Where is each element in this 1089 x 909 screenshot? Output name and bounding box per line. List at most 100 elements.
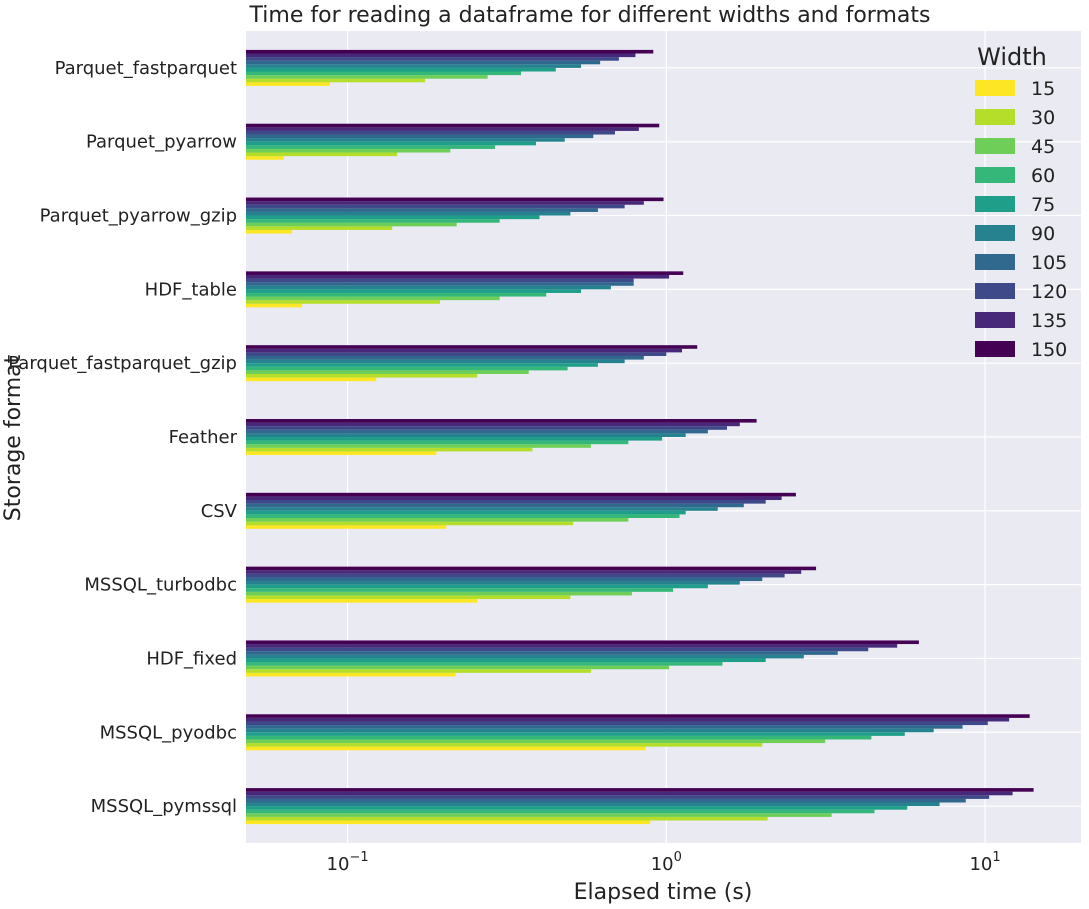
y-tick-label: Parquet_pyarrow_gzip: [40, 206, 237, 227]
bar-Parquet_pyarrow-60: [246, 145, 495, 149]
bar-Parquet_fastparquet_gzip-120: [246, 352, 667, 356]
bar-MSSQL_pyodbc-120: [246, 721, 988, 726]
bar-Parquet_fastparquet-75: [246, 67, 556, 72]
bar-HDF_fixed-30: [246, 669, 591, 673]
bar-HDF_table-60: [246, 292, 547, 297]
bar-CSV-45: [246, 518, 629, 522]
bar-MSSQL_pyodbc-135: [246, 717, 1010, 722]
bar-MSSQL_turbodbc-30: [246, 595, 571, 600]
bar-HDF_table-105: [246, 282, 634, 286]
bar-Parquet_pyarrow_gzip-150: [246, 197, 664, 202]
bar-Parquet_pyarrow-45: [246, 148, 451, 153]
legend-label: 90: [1031, 223, 1055, 245]
bar-MSSQL_pymssql-30: [246, 816, 768, 821]
bar-Feather-105: [246, 429, 708, 434]
bar-MSSQL_pyodbc-75: [246, 732, 905, 736]
y-tick-label: Parquet_fastparquet_gzip: [8, 353, 237, 374]
bar-MSSQL_pymssql-135: [246, 791, 1013, 796]
bar-CSV-60: [246, 514, 680, 519]
x-tick-label: 101: [969, 850, 1000, 875]
bar-Parquet_pyarrow_gzip-105: [246, 208, 598, 212]
legend-title: Width: [977, 43, 1047, 71]
legend: Width 15 30 45 60 75 90 105 120 135 150: [975, 43, 1067, 361]
bar-HDF_table-135: [246, 274, 670, 279]
bar-Parquet_fastparquet_gzip-105: [246, 355, 644, 360]
bar-CSV-135: [246, 496, 782, 501]
bar-MSSQL_pymssql-120: [246, 795, 990, 799]
legend-swatch: [975, 138, 1015, 154]
bar-Parquet_pyarrow_gzip-75: [246, 215, 540, 220]
bar-Parquet_fastparquet-90: [246, 64, 582, 68]
bar-MSSQL_pyodbc-105: [246, 725, 963, 729]
bar-MSSQL_pymssql-150: [246, 788, 1034, 792]
legend-label: 30: [1031, 107, 1055, 129]
bar-Parquet_fastparquet-120: [246, 57, 619, 61]
bar-HDF_fixed-135: [246, 644, 898, 648]
bar-Parquet_fastparquet-15: [246, 82, 330, 86]
legend-label: 75: [1031, 194, 1055, 216]
y-tick-label: HDF_fixed: [146, 648, 237, 669]
bar-Feather-120: [246, 426, 727, 430]
bar-Parquet_pyarrow-90: [246, 138, 565, 142]
bar-HDF_table-75: [246, 289, 582, 293]
legend-label: 150: [1031, 339, 1067, 361]
bar-MSSQL_pyodbc-60: [246, 735, 872, 740]
bar-MSSQL_turbodbc-120: [246, 573, 785, 578]
bar-Parquet_pyarrow_gzip-135: [246, 201, 644, 205]
bar-Parquet_fastparquet-105: [246, 60, 601, 65]
bar-Parquet_fastparquet-60: [246, 71, 522, 76]
bar-Parquet_pyarrow_gzip-45: [246, 222, 457, 227]
y-tick-labels: Parquet_fastparquet Parquet_pyarrow Parque…: [8, 58, 237, 817]
bar-MSSQL_pymssql-105: [246, 798, 966, 803]
bar-MSSQL_turbodbc-75: [246, 584, 708, 589]
bar-Parquet_fastparquet_gzip-90: [246, 359, 625, 364]
bar-Parquet_fastparquet-30: [246, 78, 426, 83]
bar-Parquet_fastparquet_gzip-60: [246, 366, 568, 371]
bar-CSV-105: [246, 503, 744, 508]
bar-MSSQL_turbodbc-60: [246, 588, 674, 592]
bar-Parquet_pyarrow-150: [246, 123, 660, 128]
bar-Parquet_pyarrow-105: [246, 134, 594, 139]
bar-MSSQL_pyodbc-150: [246, 714, 1030, 718]
bar-Parquet_pyarrow-135: [246, 127, 639, 131]
bar-Feather-45: [246, 444, 591, 448]
chart-title: Time for reading a dataframe for differe…: [249, 3, 931, 28]
legend-swatch: [975, 283, 1015, 299]
bar-Parquet_fastparquet_gzip-75: [246, 363, 598, 367]
bar-MSSQL_pyodbc-45: [246, 739, 826, 744]
bar-CSV-15: [246, 525, 447, 529]
x-tick-label: 100: [651, 850, 682, 875]
bar-HDF_table-45: [246, 296, 500, 301]
bar-Parquet_pyarrow_gzip-90: [246, 211, 571, 216]
bar-MSSQL_turbodbc-150: [246, 566, 817, 571]
y-tick-label: Parquet_fastparquet: [55, 58, 237, 79]
bar-MSSQL_pymssql-45: [246, 813, 832, 817]
bar-HDF_table-120: [246, 278, 634, 283]
bar-HDF_fixed-45: [246, 665, 670, 670]
bar-Feather-135: [246, 422, 740, 427]
legend-label: 135: [1031, 310, 1067, 332]
bar-MSSQL_turbodbc-90: [246, 581, 740, 585]
bar-MSSQL_pyodbc-90: [246, 728, 934, 733]
bar-HDF_fixed-60: [246, 662, 723, 666]
bar-Feather-60: [246, 440, 629, 445]
legend-swatch: [975, 109, 1015, 125]
bar-Parquet_pyarrow_gzip-30: [246, 226, 393, 230]
y-tick-label: MSSQL_turbodbc: [84, 575, 237, 596]
bar-Parquet_fastparquet_gzip-45: [246, 370, 529, 374]
y-tick-label: Feather: [169, 427, 238, 448]
bar-HDF_table-15: [246, 303, 303, 308]
legend-swatch: [975, 196, 1015, 212]
bar-MSSQL_turbodbc-135: [246, 570, 802, 574]
bar-Parquet_fastparquet_gzip-30: [246, 373, 478, 378]
legend-swatch: [975, 80, 1015, 96]
legend-label: 120: [1031, 281, 1067, 303]
bar-Parquet_fastparquet-45: [246, 75, 488, 79]
legend-swatch: [975, 167, 1015, 183]
bar-Parquet_pyarrow_gzip-15: [246, 229, 293, 234]
legend-swatch: [975, 341, 1015, 357]
bars: [246, 49, 1034, 825]
bar-Parquet_pyarrow-15: [246, 156, 284, 160]
bar-HDF_fixed-15: [246, 672, 456, 677]
